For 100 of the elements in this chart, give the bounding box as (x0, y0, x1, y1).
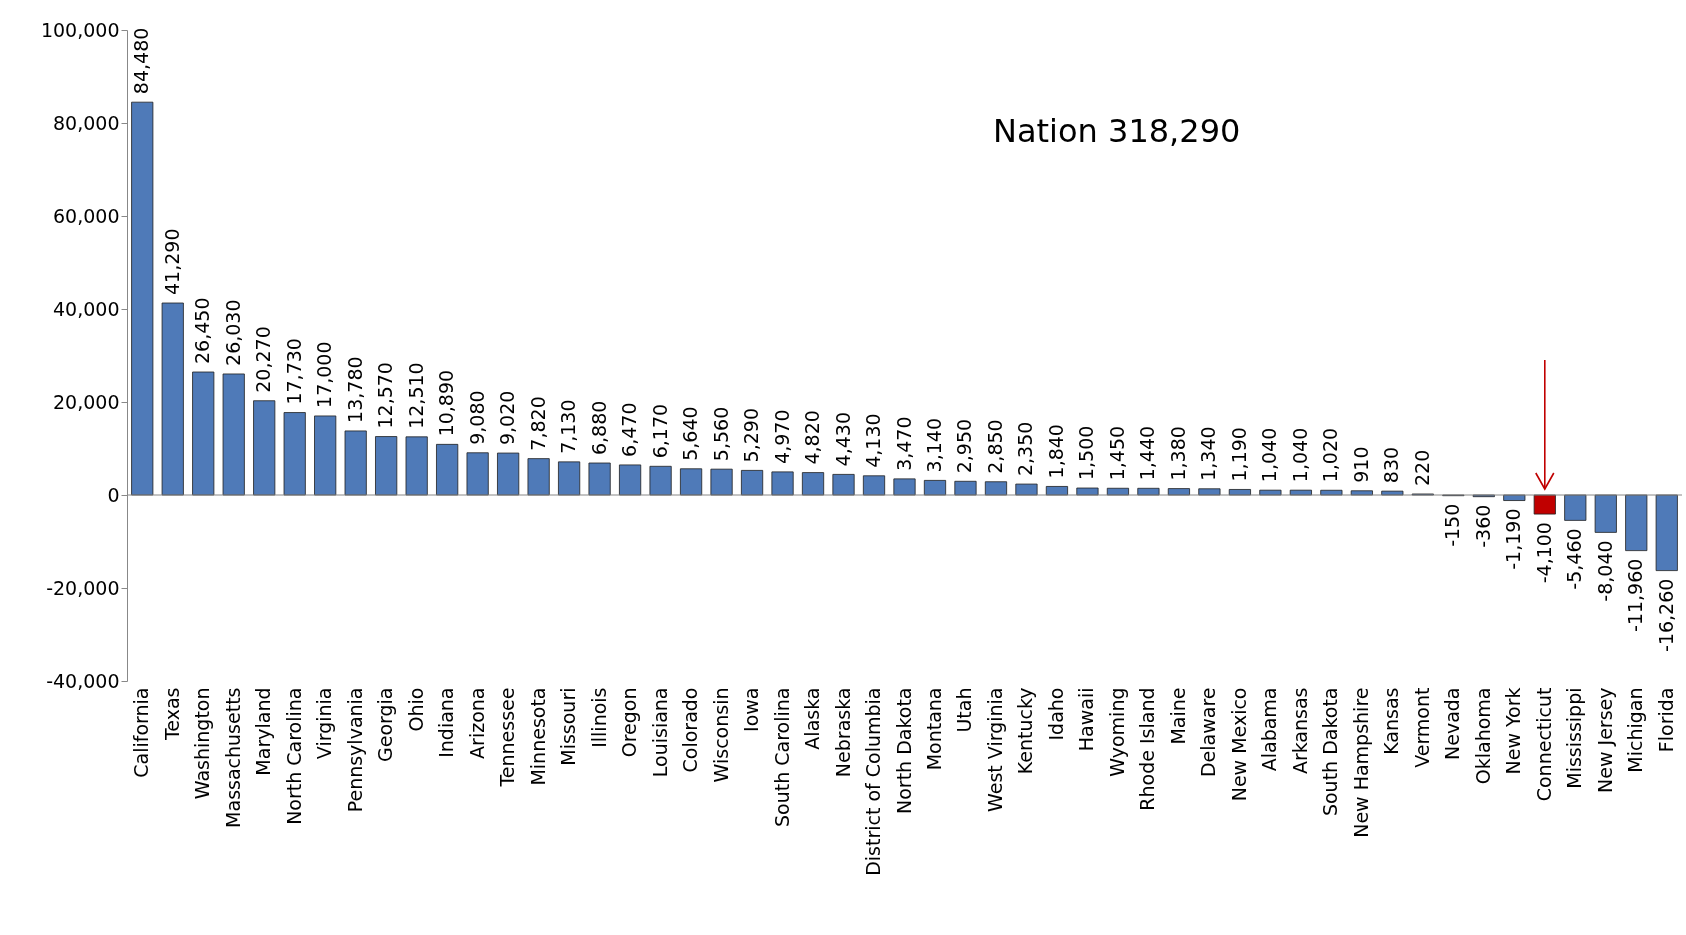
x-tick-label: California (130, 687, 153, 778)
x-tick-label: Missouri (557, 687, 580, 766)
y-tick-label: 20,000 (53, 390, 120, 413)
data-label: 2,850 (983, 419, 1006, 474)
x-tick-label: Nebraska (831, 687, 854, 778)
data-label: 4,820 (801, 410, 824, 465)
x-tick-label: Kansas (1380, 687, 1403, 755)
y-tick-label: 80,000 (53, 111, 120, 134)
x-tick-label: Ohio (404, 687, 427, 732)
x-tick-label: Wyoming (1105, 687, 1128, 777)
data-label: 9,080 (465, 390, 488, 445)
data-label: 10,890 (435, 369, 458, 437)
data-label: 1,450 (1105, 425, 1128, 481)
x-tick-label: Indiana (435, 687, 458, 758)
data-label: 6,470 (618, 402, 641, 457)
x-tick-label: North Dakota (892, 687, 915, 814)
data-label: 6,880 (587, 400, 610, 456)
x-tick-label: Alaska (801, 687, 824, 750)
x-tick-label: Hawaii (1075, 687, 1098, 752)
data-label: 20,270 (252, 326, 275, 393)
x-tick-label: West Virginia (983, 687, 1006, 812)
data-label: 1,040 (1258, 427, 1281, 483)
data-label: 12,510 (404, 362, 427, 429)
data-label: 26,030 (221, 299, 244, 366)
data-label: -8,040 (1593, 540, 1616, 602)
x-tick-label: Arkansas (1288, 687, 1311, 775)
data-label: 12,570 (374, 362, 397, 429)
x-tick-label: Alabama (1258, 687, 1281, 772)
data-label: 5,640 (679, 406, 702, 461)
y-tick-label: 60,000 (53, 204, 120, 227)
data-label: 4,970 (770, 409, 793, 464)
y-tick-label: 40,000 (53, 297, 120, 320)
data-label: 13,780 (343, 356, 366, 423)
data-label: 1,840 (1044, 424, 1067, 479)
x-tick-label: Minnesota (526, 687, 549, 786)
y-tick-label: 0 (107, 483, 120, 506)
x-tick-label: New Jersey (1593, 687, 1616, 793)
data-label: 1,380 (1166, 426, 1189, 481)
data-label: -11,960 (1624, 558, 1647, 632)
x-tick-label: Mississippi (1563, 687, 1586, 789)
data-label: 220 (1410, 449, 1433, 486)
data-label: 84,480 (130, 27, 153, 95)
data-label: 41,290 (160, 228, 183, 295)
data-label: 1,190 (1227, 427, 1250, 482)
x-tick-label: Washington (191, 687, 214, 800)
x-tick-label: Maine (1166, 687, 1189, 745)
x-tick-label: Nevada (1441, 687, 1464, 760)
data-label: 2,350 (1014, 421, 1037, 477)
data-label: -5,460 (1563, 528, 1586, 590)
x-tick-label: Maryland (252, 687, 275, 776)
x-tick-label: New York (1502, 687, 1525, 775)
data-label: -150 (1441, 503, 1464, 547)
data-label: 1,440 (1136, 425, 1159, 481)
data-label: 17,730 (282, 338, 305, 405)
x-tick-label: Oregon (618, 687, 641, 758)
data-label: 1,340 (1197, 426, 1220, 481)
data-label: -360 (1471, 504, 1494, 548)
x-tick-label: Tennessee (496, 687, 519, 788)
data-label: 17,000 (313, 341, 336, 408)
x-tick-label: Utah (953, 687, 976, 733)
x-tick-label: South Dakota (1319, 687, 1342, 817)
x-tick-label: Rhode Island (1136, 687, 1159, 811)
x-tick-label: Iowa (740, 687, 763, 732)
x-tick-label: North Carolina (282, 687, 305, 825)
x-tick-label: Montana (922, 687, 945, 771)
data-label: 3,140 (922, 417, 945, 473)
data-label: 830 (1380, 446, 1403, 484)
x-tick-label: Pennsylvania (343, 687, 366, 813)
x-tick-label: Kentucky (1014, 687, 1037, 775)
data-label: 5,290 (740, 408, 763, 463)
data-label: 1,020 (1319, 427, 1342, 483)
x-tick-label: New Hampshire (1349, 687, 1372, 838)
data-label: 9,020 (496, 390, 519, 446)
y-tick-label: -40,000 (46, 669, 120, 692)
x-tick-label: New Mexico (1227, 687, 1250, 802)
x-tick-label: Wisconsin (709, 687, 732, 783)
x-tick-label: Illinois (587, 687, 610, 748)
annotation: Nation 318,290 (993, 112, 1241, 150)
x-tick-label: Vermont (1410, 687, 1433, 768)
x-tick-label: Oklahoma (1471, 687, 1494, 785)
x-tick-label: Virginia (313, 687, 336, 760)
x-tick-label: Delaware (1197, 687, 1220, 778)
data-label: -16,260 (1654, 578, 1677, 652)
x-tick-label: Georgia (374, 687, 397, 762)
data-label: 7,130 (557, 399, 580, 454)
y-tick-label: -20,000 (46, 576, 120, 599)
x-tick-label: Colorado (679, 687, 702, 773)
x-tick-label: South Carolina (770, 687, 793, 827)
x-tick-label: Connecticut (1532, 687, 1555, 802)
data-label: 4,130 (862, 413, 885, 468)
x-tick-label: Louisiana (648, 687, 671, 778)
x-tick-label: District of Columbia (862, 687, 885, 876)
data-label: 1,040 (1288, 427, 1311, 483)
x-tick-label: Michigan (1624, 687, 1647, 773)
data-label: 5,560 (709, 406, 732, 462)
x-tick-label: Florida (1654, 687, 1677, 753)
data-label: 26,450 (191, 297, 214, 365)
data-label: 6,170 (648, 403, 671, 459)
data-label: 2,950 (953, 418, 976, 474)
x-tick-label: Arizona (465, 687, 488, 759)
